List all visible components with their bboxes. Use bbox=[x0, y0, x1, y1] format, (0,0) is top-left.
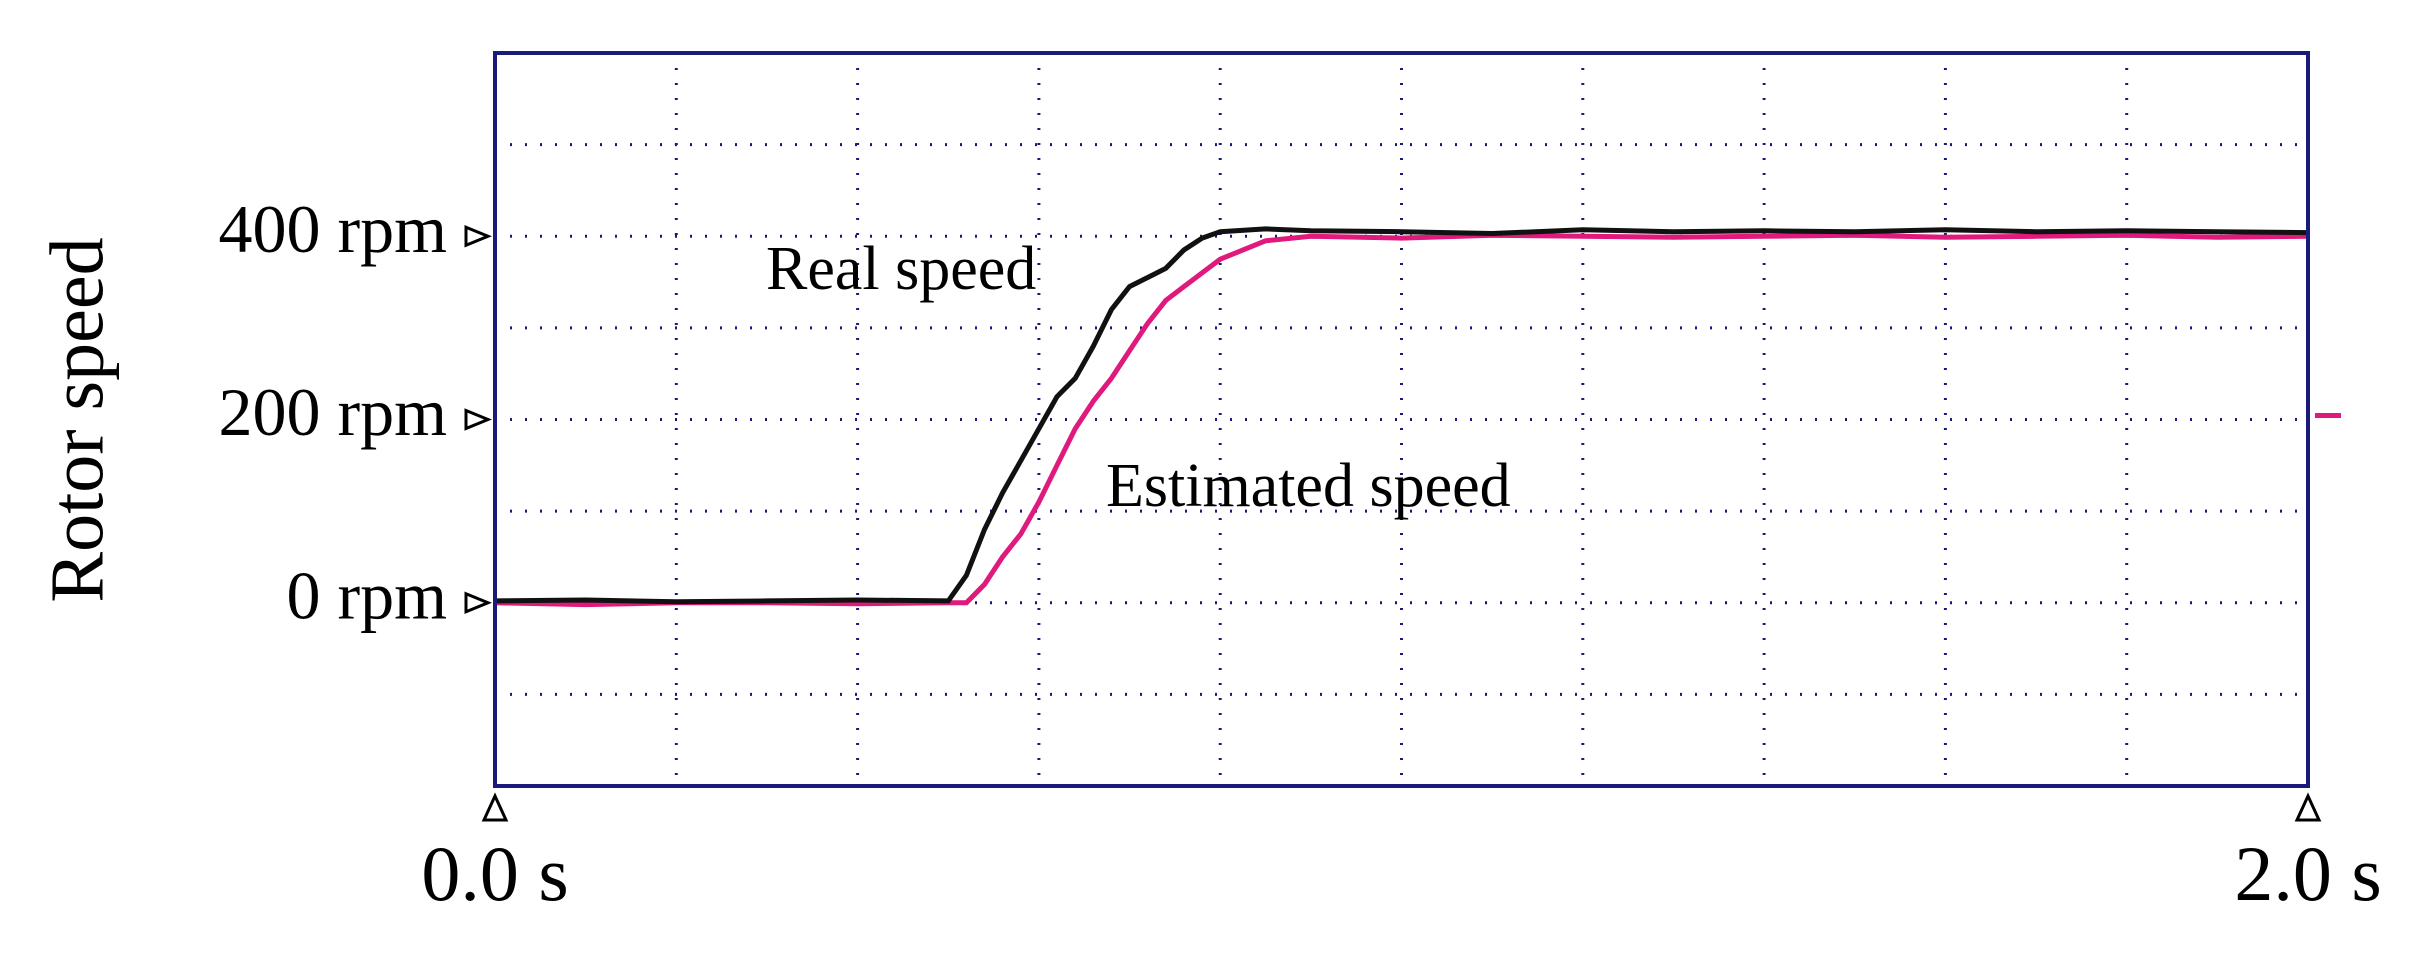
series-line bbox=[494, 226, 2309, 605]
plot-frame bbox=[493, 51, 2310, 788]
y-tick-marker bbox=[464, 408, 492, 431]
x-tick-label: 0.0 s bbox=[421, 830, 568, 917]
y-tick-label: 400 rpm bbox=[218, 191, 447, 267]
x-tick-marker bbox=[2294, 792, 2322, 822]
series-label: Real speed bbox=[766, 235, 1036, 303]
y-tick-marker bbox=[464, 591, 492, 614]
series-line bbox=[494, 232, 2309, 608]
x-tick-marker bbox=[481, 792, 509, 822]
y-tick-marker bbox=[464, 225, 492, 248]
y-tick-label: 200 rpm bbox=[218, 374, 447, 450]
y-tick-label: 0 rpm bbox=[286, 557, 447, 633]
x-tick-label: 2.0 s bbox=[2234, 830, 2381, 917]
y-axis-label: Rotor speed bbox=[35, 237, 119, 602]
channel-marker bbox=[2315, 413, 2341, 418]
series-label: Estimated speed bbox=[1106, 452, 1511, 520]
